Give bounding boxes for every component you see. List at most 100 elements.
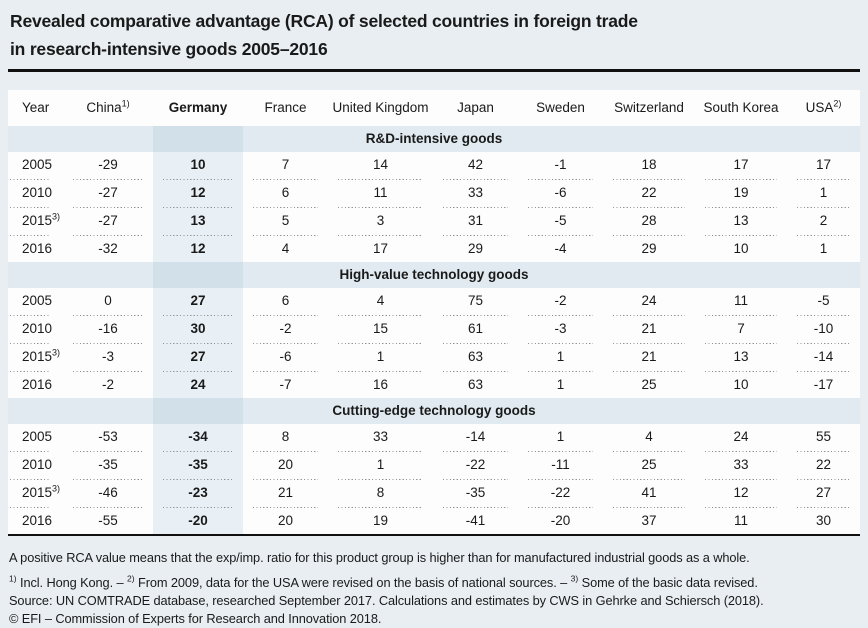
value-cell-sweden: 1 [556,377,565,392]
dotted-line [705,314,777,316]
dotted-line [613,314,685,316]
value-cell-germany: 12 [190,241,206,256]
rca-definition-note: A positive RCA value means that the exp/… [9,550,750,565]
section-title: R&D-intensive goods [365,131,503,146]
footnote-2-text: From 2009, data for the USA were revised… [134,575,571,590]
section-header: Cutting-edge technology goods [8,398,860,424]
table-row: 2010 -27 12 6 11 33 -6 22 19 1 [8,180,860,206]
label-text: 2010 [22,321,53,336]
dotted-line [613,178,685,180]
value-cell-south-korea: 19 [733,185,749,200]
value-cell-switzerland: 37 [641,513,657,528]
row-separator [8,342,860,344]
value-cell-south-korea: 13 [733,349,749,364]
value-cell-united-kingdom: 8 [376,485,385,500]
label-text: 2005 [22,293,53,308]
value-cell-switzerland: 28 [641,213,657,228]
value-cell-sweden: -6 [554,185,567,200]
column-header-japan: Japan [433,90,518,126]
dotted-line [163,178,233,180]
label-text: 2015 [22,485,53,500]
column-header-germany: Germany [153,90,243,126]
value-cell-china: -46 [98,485,118,500]
table-row: 20153) -3 27 -6 1 63 1 21 13 -14 [8,344,860,370]
value-cell-usa: 27 [815,485,832,500]
rca-table: Year China1) Germany France United Kingdom Ja… [8,90,860,536]
dotted-line [613,206,685,208]
value-cell-usa: -14 [813,349,834,364]
footnotes: A positive RCA value means that the exp/… [9,549,859,628]
label-text: 2015 [22,213,53,228]
dotted-line [338,342,423,344]
value-cell-france: 4 [281,241,290,256]
dotted-line [10,450,51,452]
dotted-line [73,206,143,208]
value-cell-japan: 61 [467,321,484,336]
value-cell-japan: 63 [467,377,484,392]
table-body: R&D-intensive goods 2005 -29 10 7 14 42 -1 18 17 1… [8,126,860,534]
value-cell-france: -2 [279,321,292,336]
value-cell-china: -32 [98,241,118,256]
value-cell-united-kingdom: 16 [372,377,389,392]
value-cell-switzerland: 41 [641,485,657,500]
year-cell: 20153) [8,344,63,370]
value-cell-usa: 1 [819,241,828,256]
year-cell: 2010 [8,316,63,342]
dotted-line [705,370,777,372]
row-separator [8,506,860,508]
value-cell-germany: -34 [188,429,208,444]
dotted-line [443,206,508,208]
value-cell-usa: 17 [815,157,832,172]
dotted-line [163,206,233,208]
dotted-line [253,450,318,452]
dotted-line [528,206,593,208]
footnote-1-text: Incl. Hong Kong. – [16,575,127,590]
dotted-line [73,342,143,344]
dotted-line [338,506,423,508]
value-cell-china: -16 [98,321,118,336]
value-cell-usa: -17 [813,377,834,392]
dotted-line [443,314,508,316]
dotted-line [443,450,508,452]
value-cell-china: -2 [101,377,114,392]
dotted-line [73,370,143,372]
value-cell-germany: 30 [190,321,206,336]
dotted-line [10,178,51,180]
dotted-line [705,206,777,208]
row-separator [8,178,860,180]
year-cell: 2016 [8,508,63,534]
top-rule [8,69,860,72]
dotted-line [797,370,850,372]
value-cell-switzerland: 25 [641,457,657,472]
copyright-note: © EFI – Commission of Experts for Resear… [9,611,382,626]
value-cell-south-korea: 33 [733,457,749,472]
value-cell-switzerland: 18 [641,157,657,172]
dotted-line [705,478,777,480]
value-cell-sweden: -1 [554,157,567,172]
value-cell-japan: 75 [467,293,484,308]
value-cell-sweden: -5 [554,213,567,228]
footnote-2-marker: 2) [126,573,135,584]
dotted-line [163,506,233,508]
dotted-line [10,206,51,208]
dotted-line [163,450,233,452]
value-cell-sweden: 1 [556,349,565,364]
label-text: Germany [168,100,228,115]
value-cell-switzerland: 21 [641,349,657,364]
numbered-footnotes: 1) Incl. Hong Kong. – 2) From 2009, data… [9,574,859,592]
dotted-line [443,342,508,344]
table-row: 2010 -16 30 -2 15 61 -3 21 7 -10 [8,316,860,342]
value-cell-united-kingdom: 11 [373,185,388,200]
dotted-line [10,342,51,344]
year-cell: 2016 [8,372,63,398]
section-header: High-value technology goods [8,262,860,288]
dotted-line [443,370,508,372]
value-cell-united-kingdom: 1 [376,457,385,472]
row-separator [8,206,860,208]
value-cell-france: 20 [277,513,294,528]
dotted-line [253,506,318,508]
table-row: 2016 -32 12 4 17 29 -4 29 10 1 [8,236,860,262]
value-cell-south-korea: 24 [733,429,749,444]
value-cell-south-korea: 17 [733,157,749,172]
dotted-line [163,342,233,344]
